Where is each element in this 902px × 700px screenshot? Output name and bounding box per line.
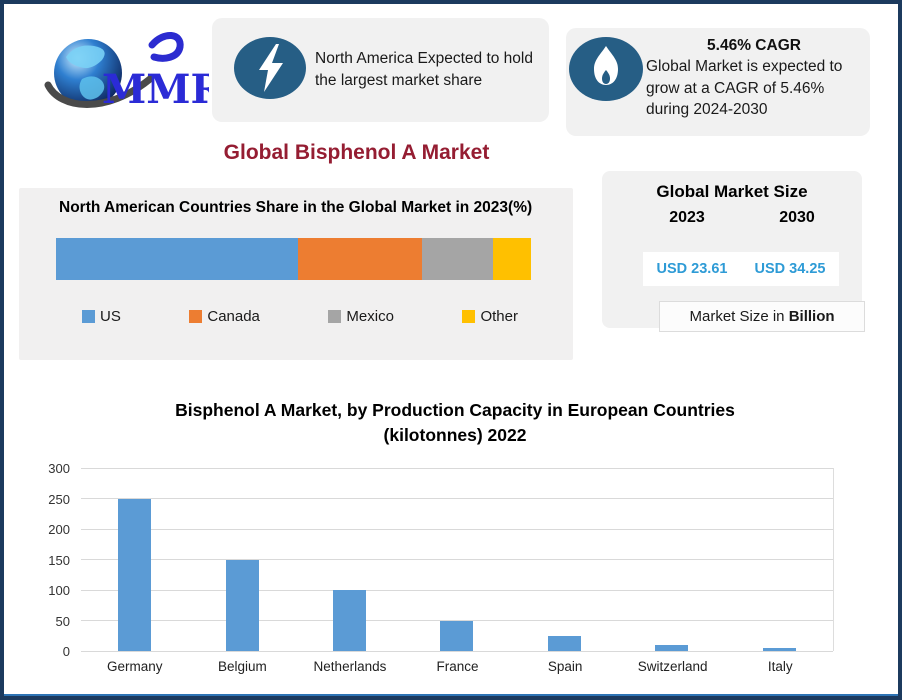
share-chart-panel: North American Countries Share in the Gl…	[19, 188, 573, 360]
bar-slot-spain	[511, 468, 618, 651]
legend-swatch-other	[462, 310, 476, 323]
euro-x-axis-labels: Germany Belgium Netherlands France Spain Swit…	[81, 659, 834, 674]
market-size-panel: Global Market Size 2023 2030 USD 23.61 U…	[602, 171, 862, 328]
y-tick-250: 250	[48, 491, 70, 507]
value-2023: USD 23.61	[656, 261, 728, 277]
legend-label-canada: Canada	[207, 308, 260, 325]
share-stacked-bar	[56, 238, 531, 280]
market-size-values: USD 23.61 USD 34.25	[643, 252, 839, 286]
callout-cagr-content: 5.46% CAGR Global Market is expected to …	[646, 37, 862, 121]
bar-slot-netherlands	[296, 468, 403, 651]
legend-swatch-us	[82, 310, 95, 323]
market-size-title: Global Market Size	[656, 182, 808, 201]
euro-plot-area	[81, 467, 834, 652]
euro-chart-title: Bisphenol A Market, by Production Capaci…	[175, 400, 735, 446]
legend-swatch-canada	[189, 310, 203, 323]
share-legend: US Canada Mexico Other	[19, 308, 573, 325]
footnote-unit: Billion	[788, 308, 835, 325]
page-title: Global Bisphenol A Market	[223, 141, 490, 164]
globe-icon: MMR	[44, 32, 225, 113]
gridline-250	[81, 498, 833, 499]
share-chart-title: North American Countries Share in the Gl…	[59, 199, 533, 216]
bar-netherlands	[333, 590, 367, 651]
euro-chart: 0 50 100 150 200 250 300 Germany Belgium Netherl…	[4, 454, 898, 696]
y-tick-300: 300	[48, 461, 70, 476]
bar-france	[440, 620, 474, 651]
share-segment-mexico	[421, 238, 493, 280]
bar-slot-france	[403, 468, 510, 651]
y-tick-200: 200	[48, 522, 70, 537]
callout-north-america: North America Expected to hold the large…	[212, 18, 549, 122]
legend-label-other: Other	[480, 308, 518, 325]
bottom-accent-line	[4, 694, 898, 696]
x-label-italy: Italy	[767, 659, 793, 674]
x-label-spain: Spain	[547, 659, 583, 674]
bar-belgium	[225, 559, 259, 651]
bar-slot-switzerland	[618, 468, 725, 651]
bar-slot-belgium	[188, 468, 295, 651]
gridline-200	[81, 528, 833, 530]
bar-switzerland	[655, 644, 689, 651]
legend-item-mexico: Mexico	[328, 308, 394, 325]
callout-na-text: North America Expected to hold the large…	[315, 49, 533, 89]
market-size-years: 2023 2030	[602, 209, 862, 227]
mmr-logo: MMR	[44, 27, 225, 115]
bar-spain	[547, 635, 581, 651]
share-segment-us	[56, 238, 299, 280]
legend-label-mexico: Mexico	[346, 308, 394, 325]
legend-item-other: Other	[462, 308, 518, 325]
x-label-netherlands: Netherlands	[313, 659, 387, 674]
y-tick-50: 50	[55, 613, 70, 629]
legend-item-canada: Canada	[189, 308, 260, 325]
bar-slot-germany	[81, 468, 188, 651]
gridline-150	[81, 559, 833, 560]
gridline-100	[81, 589, 833, 591]
footnote-prefix: Market Size in	[689, 308, 789, 325]
year-2030: 2030	[779, 209, 815, 226]
gridline-300	[81, 467, 833, 469]
gridline-0	[81, 650, 833, 652]
y-tick-0: 0	[62, 644, 70, 659]
legend-label-us: US	[100, 308, 121, 325]
bar-italy	[762, 647, 796, 651]
bar-germany	[118, 498, 152, 651]
logo-text: MMR	[102, 66, 209, 113]
market-size-footnote: Market Size in Billion	[659, 301, 865, 332]
legend-item-us: US	[82, 308, 121, 325]
cagr-body: Global Market is expected to grow at a C…	[646, 58, 843, 119]
share-segment-other	[493, 238, 531, 280]
lightning-bolt-icon	[234, 37, 306, 99]
callout-cagr: 5.46% CAGR Global Market is expected to …	[566, 28, 870, 136]
year-2023: 2023	[669, 209, 705, 226]
x-label-france: France	[436, 659, 479, 674]
x-label-switzerland: Switzerland	[637, 659, 708, 674]
x-label-germany: Germany	[107, 659, 163, 674]
bar-slot-italy	[726, 468, 833, 651]
flame-icon	[569, 37, 643, 101]
share-segment-canada	[298, 238, 422, 280]
value-2030: USD 34.25	[754, 261, 826, 277]
x-label-belgium: Belgium	[217, 659, 267, 674]
y-tick-100: 100	[48, 583, 70, 598]
euro-y-axis-labels: 0 50 100 150 200 250 300	[4, 461, 70, 659]
legend-swatch-mexico	[328, 310, 342, 323]
euro-bars	[81, 468, 833, 651]
cagr-heading: 5.46% CAGR	[707, 37, 801, 54]
y-tick-150: 150	[48, 552, 70, 568]
